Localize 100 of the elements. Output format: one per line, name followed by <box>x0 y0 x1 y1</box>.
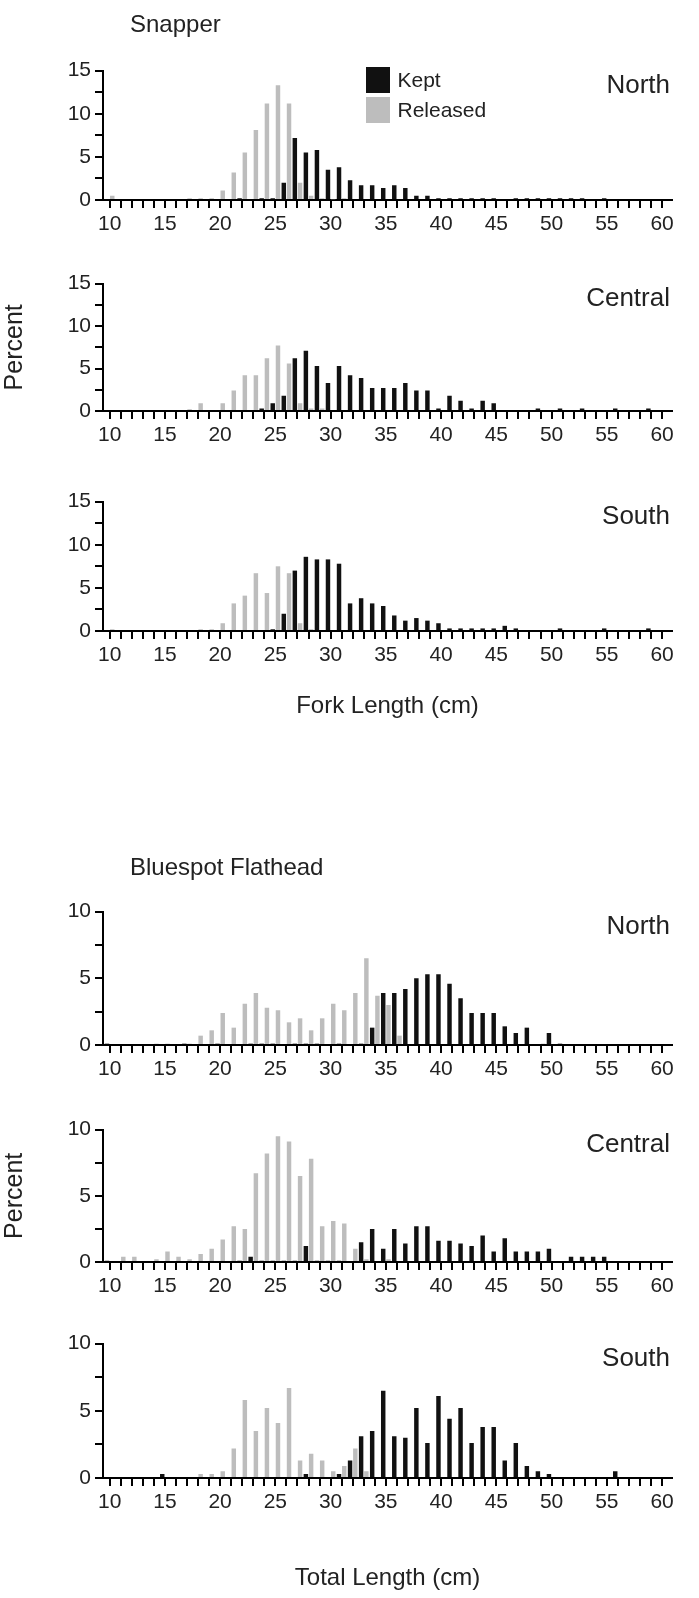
y-tick-label: 10 <box>67 100 91 124</box>
x-tick-label: 25 <box>263 1489 288 1513</box>
legend-label: Released <box>397 96 487 123</box>
bar <box>524 1465 530 1477</box>
bar <box>231 1448 237 1477</box>
bar <box>286 1022 292 1044</box>
bar <box>480 1235 485 1261</box>
bar <box>513 1443 519 1477</box>
x-tick-label: 55 <box>595 211 619 235</box>
y-tick-label: 0 <box>79 397 91 421</box>
bar <box>469 1012 474 1044</box>
x-tick-label: 35 <box>374 1489 398 1513</box>
bar <box>535 1251 541 1261</box>
bar <box>220 623 225 630</box>
bar <box>275 85 281 199</box>
bar <box>403 1437 408 1477</box>
bar <box>264 358 270 410</box>
bar <box>297 623 303 630</box>
bar <box>491 1426 496 1477</box>
bar <box>491 403 496 410</box>
bar <box>209 1473 214 1477</box>
y-tick-label: 10 <box>67 1116 91 1140</box>
bar <box>369 603 375 630</box>
bar <box>319 1226 325 1261</box>
bar <box>297 403 303 410</box>
bar <box>392 185 397 199</box>
x-tick-label: 20 <box>208 1056 232 1080</box>
bar <box>458 1243 463 1261</box>
bar <box>264 593 270 630</box>
annotation: North <box>606 909 670 940</box>
y-tick-label: 0 <box>79 1464 91 1488</box>
bar <box>380 605 386 630</box>
bar <box>535 1471 541 1477</box>
y-tick-label: 5 <box>79 355 91 379</box>
bar <box>342 1223 347 1261</box>
bar <box>275 1136 281 1261</box>
x-tick-label: 20 <box>208 422 232 446</box>
bar <box>220 403 225 410</box>
bar <box>369 1228 375 1261</box>
annotation: Central <box>586 1127 670 1158</box>
y-tick-label: 10 <box>67 312 91 336</box>
bar <box>380 187 386 199</box>
bar <box>253 1430 259 1477</box>
x-tick-label: 15 <box>153 1489 177 1513</box>
bar <box>275 1422 281 1477</box>
x-tick-label: 45 <box>484 422 509 446</box>
bar <box>513 1251 519 1261</box>
bar <box>198 403 203 410</box>
bar <box>447 983 452 1044</box>
x-tick-label: 50 <box>539 1273 564 1297</box>
bar <box>447 395 452 410</box>
bar <box>414 390 419 410</box>
x-tick-label: 10 <box>97 1273 122 1297</box>
y-tick-label: 0 <box>79 186 91 210</box>
bar <box>248 1256 253 1261</box>
bar <box>303 1246 309 1261</box>
bar <box>220 1471 225 1477</box>
bar <box>275 1010 281 1044</box>
bar <box>358 185 364 199</box>
y-axis-title: Percent <box>0 304 27 391</box>
bar <box>458 998 463 1044</box>
bar <box>242 1400 248 1477</box>
bar <box>403 187 408 199</box>
bar <box>286 363 292 410</box>
x-tick-label: 40 <box>429 1056 453 1080</box>
bar <box>209 1030 214 1044</box>
bar <box>458 400 463 410</box>
x-tick-label: 60 <box>650 1056 674 1080</box>
bar <box>303 556 309 630</box>
bar <box>198 1473 203 1477</box>
bar <box>403 1243 408 1261</box>
bar <box>275 566 281 630</box>
y-tick-label: 5 <box>79 143 91 167</box>
x-tick-label: 35 <box>374 211 398 235</box>
bar <box>358 1242 364 1261</box>
bar <box>253 375 259 410</box>
bar <box>458 1408 463 1477</box>
bar <box>292 358 298 410</box>
bar <box>264 1153 270 1261</box>
x-tick-label: 15 <box>153 642 177 666</box>
bar <box>403 382 408 410</box>
x-tick-label: 55 <box>595 1489 619 1513</box>
x-tick-label: 50 <box>539 1056 564 1080</box>
x-tick-label: 15 <box>153 211 177 235</box>
x-tick-label: 50 <box>539 211 564 235</box>
x-tick-label: 40 <box>429 211 453 235</box>
bar <box>264 1408 270 1477</box>
bar <box>336 167 342 199</box>
y-tick-label: 5 <box>79 1397 91 1421</box>
bar <box>491 1251 496 1261</box>
bar <box>386 1004 391 1044</box>
y-tick-label: 5 <box>79 965 91 989</box>
x-axis-title: Fork Length (cm) <box>295 691 480 719</box>
bar <box>286 103 292 199</box>
annotation: South <box>602 499 670 530</box>
bar <box>425 390 430 410</box>
bar <box>347 375 353 410</box>
bar <box>425 1226 430 1261</box>
annotation: North <box>606 68 670 99</box>
bar <box>286 573 292 630</box>
